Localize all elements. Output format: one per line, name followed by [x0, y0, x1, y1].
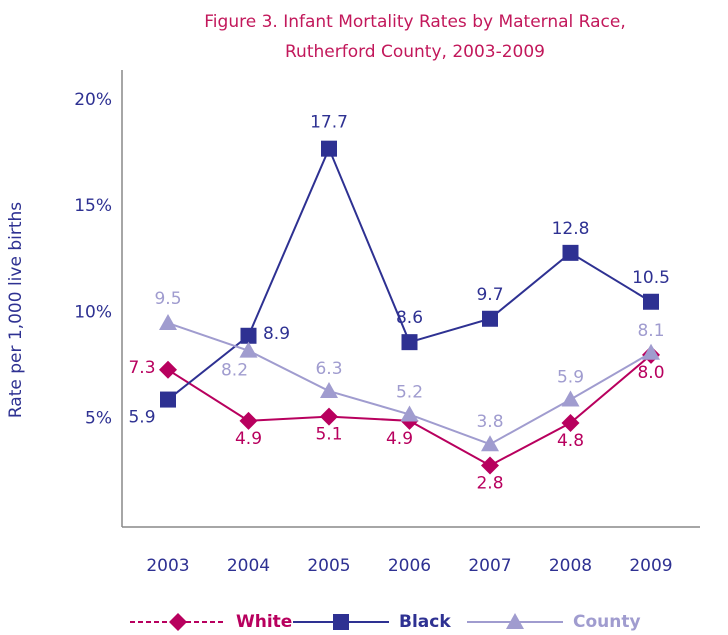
data-label: 10.5	[632, 268, 670, 288]
x-tick-label: 2008	[549, 556, 592, 576]
marker	[401, 334, 418, 351]
x-tick-label: 2004	[227, 556, 270, 576]
marker	[561, 390, 580, 407]
data-label: 4.8	[557, 431, 584, 451]
x-tick-label: 2006	[388, 556, 431, 576]
chart-title: Rutherford County, 2003-2009	[285, 42, 545, 62]
y-tick-label: 5%	[85, 409, 112, 429]
x-tick-label: 2005	[307, 556, 350, 576]
marker	[481, 456, 499, 475]
marker	[561, 413, 580, 432]
y-tick-label: 15%	[74, 196, 112, 216]
marker	[320, 407, 338, 426]
legend-marker	[333, 614, 349, 630]
data-label: 17.7	[310, 113, 348, 133]
marker	[239, 341, 258, 358]
data-label: 4.9	[235, 429, 262, 449]
data-label: 5.9	[128, 408, 155, 428]
data-label: 8.0	[637, 363, 664, 383]
marker	[562, 244, 579, 261]
data-label: 2.8	[476, 473, 503, 493]
marker	[400, 405, 419, 422]
data-label: 8.1	[637, 321, 664, 341]
marker	[320, 382, 338, 399]
marker	[321, 140, 337, 157]
marker	[240, 327, 257, 344]
data-label: 8.9	[263, 324, 290, 344]
y-axis-label: Rate per 1,000 live births	[6, 202, 26, 418]
marker	[482, 310, 498, 327]
x-tick-label: 2009	[629, 556, 672, 576]
marker	[481, 435, 499, 452]
marker	[159, 360, 177, 379]
chart-title: Figure 3. Infant Mortality Rates by Mate…	[204, 12, 625, 32]
x-tick-label: 2003	[146, 556, 189, 576]
marker	[642, 343, 660, 360]
data-label: 9.7	[476, 285, 503, 305]
legend-marker	[169, 613, 187, 631]
data-label: 8.2	[221, 361, 248, 381]
data-label: 3.8	[476, 412, 503, 432]
marker	[239, 411, 258, 430]
y-tick-label: 20%	[74, 90, 112, 110]
data-label: 5.9	[557, 368, 584, 388]
data-label: 5.2	[396, 382, 423, 402]
data-label: 4.9	[386, 429, 413, 449]
marker	[160, 391, 176, 408]
data-label: 7.3	[128, 358, 155, 378]
legend-marker	[506, 613, 524, 629]
data-label: 5.1	[315, 425, 342, 445]
data-label: 8.6	[396, 308, 423, 328]
data-label: 9.5	[154, 289, 181, 309]
data-label: 12.8	[552, 219, 590, 239]
data-label: 6.3	[315, 359, 342, 379]
marker	[643, 293, 659, 310]
legend-label: Black	[399, 612, 451, 632]
x-tick-label: 2007	[468, 556, 511, 576]
y-tick-label: 10%	[74, 302, 112, 322]
marker	[159, 314, 177, 331]
legend-label: County	[573, 612, 641, 632]
legend-label: White	[236, 612, 292, 632]
